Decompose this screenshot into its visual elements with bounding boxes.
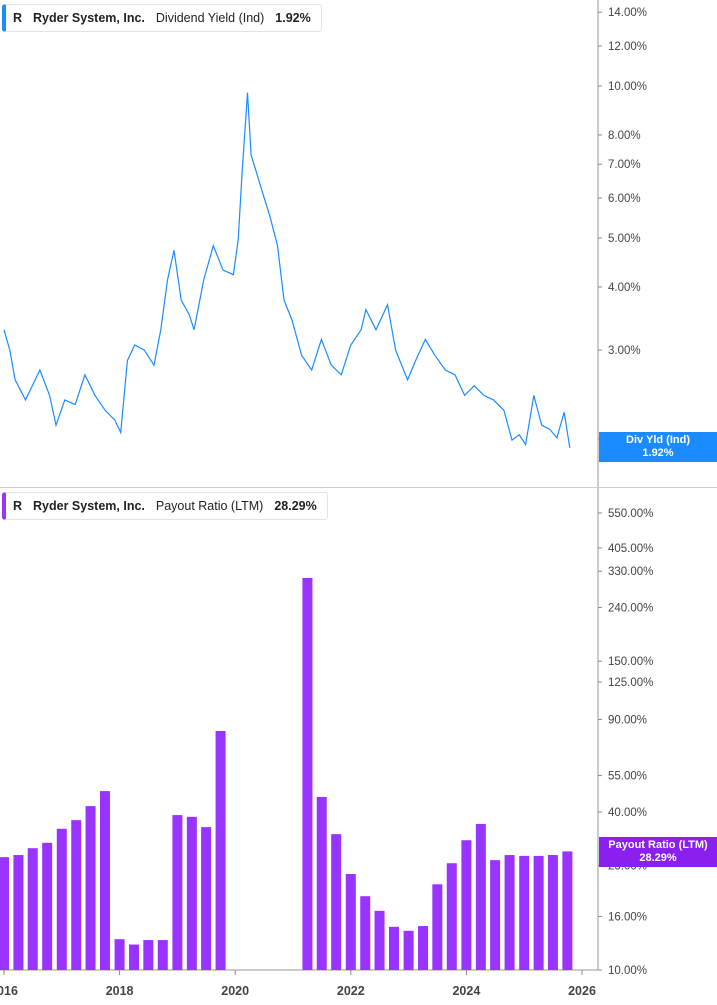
- y-tick-label: 405.00%: [608, 543, 653, 555]
- payout-bar: [331, 834, 342, 970]
- x-tick-label: 2024: [452, 984, 480, 998]
- x-tick-label: 2018: [106, 984, 134, 998]
- metric-value: 28.29%: [274, 499, 317, 513]
- flag-label: Div Yld (Ind): [626, 434, 690, 446]
- y-tick-label: 3.00%: [608, 345, 641, 357]
- payout-bar: [114, 939, 125, 970]
- y-tick-label: 125.00%: [608, 677, 653, 689]
- metric-name: Dividend Yield (Ind): [155, 11, 265, 25]
- y-tick-label: 4.00%: [608, 282, 641, 294]
- payout-bar: [56, 828, 67, 970]
- payout-bar: [461, 840, 472, 970]
- payout-bar: [157, 940, 168, 970]
- payout-bar: [547, 855, 558, 970]
- company-name: Ryder System, Inc.: [33, 11, 145, 25]
- ticker: R: [13, 499, 23, 513]
- flag-value: 28.29%: [639, 852, 677, 864]
- payout-bar: [345, 874, 356, 970]
- payout-value-flag: Payout Ratio (LTM) 28.29%: [599, 837, 717, 867]
- y-tick-label: 16.00%: [608, 911, 647, 923]
- y-tick-label: 330.00%: [608, 566, 653, 578]
- payout-bar: [316, 796, 327, 970]
- payout-bar: [475, 823, 486, 970]
- y-tick-label: 8.00%: [608, 130, 641, 142]
- payout-bar: [201, 827, 212, 970]
- payout-bar: [42, 842, 53, 970]
- y-tick-label: 10.00%: [608, 965, 647, 977]
- x-tick-label: 2016: [0, 984, 18, 998]
- payout-bar: [13, 855, 24, 970]
- dividend-yield-line: [3, 92, 571, 449]
- payout-bar: [562, 851, 573, 970]
- payout-bar: [490, 860, 501, 970]
- payout-bar: [99, 791, 110, 970]
- company-name: Ryder System, Inc.: [33, 499, 145, 513]
- payout-bar: [418, 926, 429, 970]
- y-tick-label: 55.00%: [608, 771, 647, 783]
- payout-bar: [85, 806, 96, 970]
- payout-bar: [388, 926, 399, 970]
- y-tick-label: 12.00%: [608, 41, 647, 53]
- payout-bar: [215, 731, 226, 970]
- payout-bar: [186, 816, 197, 970]
- y-tick-label: 550.00%: [608, 508, 653, 520]
- payout-bar: [432, 884, 443, 970]
- payout-bar: [0, 857, 9, 970]
- y-tick-label: 90.00%: [608, 714, 647, 726]
- x-tick-label: 2022: [337, 984, 365, 998]
- ticker: R: [13, 11, 23, 25]
- payout-bar: [143, 940, 154, 970]
- y-tick-label: 10.00%: [608, 81, 647, 93]
- payout-bar: [71, 820, 82, 970]
- payout-bar: [172, 815, 183, 970]
- x-tick-label: 2026: [568, 984, 596, 998]
- x-tick-label: 2020: [221, 984, 249, 998]
- y-tick-label: 40.00%: [608, 807, 647, 819]
- y-tick-label: 240.00%: [608, 603, 653, 615]
- metric-value: 1.92%: [275, 11, 311, 25]
- metric-name: Payout Ratio (LTM): [155, 499, 264, 513]
- y-tick-label: 150.00%: [608, 656, 653, 668]
- payout-bar: [504, 855, 515, 970]
- payout-bar: [519, 855, 530, 970]
- payout-bar: [446, 863, 457, 970]
- y-tick-label: 5.00%: [608, 233, 641, 245]
- payout-bar: [533, 855, 544, 970]
- payout-bar: [360, 896, 371, 970]
- flag-label: Payout Ratio (LTM): [608, 839, 708, 851]
- payout-bar: [302, 578, 313, 970]
- y-tick-label: 7.00%: [608, 159, 641, 171]
- payout-bar: [374, 910, 385, 970]
- bottom-legend: R Ryder System, Inc. Payout Ratio (LTM) …: [2, 492, 328, 520]
- flag-value: 1.92%: [642, 447, 674, 459]
- payout-bar: [27, 848, 38, 970]
- payout-bar: [403, 930, 414, 970]
- payout-bar: [129, 944, 140, 970]
- top-legend: R Ryder System, Inc. Dividend Yield (Ind…: [2, 4, 322, 32]
- yield-value-flag: Div Yld (Ind) 1.92%: [599, 432, 717, 462]
- y-tick-label: 6.00%: [608, 193, 641, 205]
- y-tick-label: 14.00%: [608, 7, 647, 19]
